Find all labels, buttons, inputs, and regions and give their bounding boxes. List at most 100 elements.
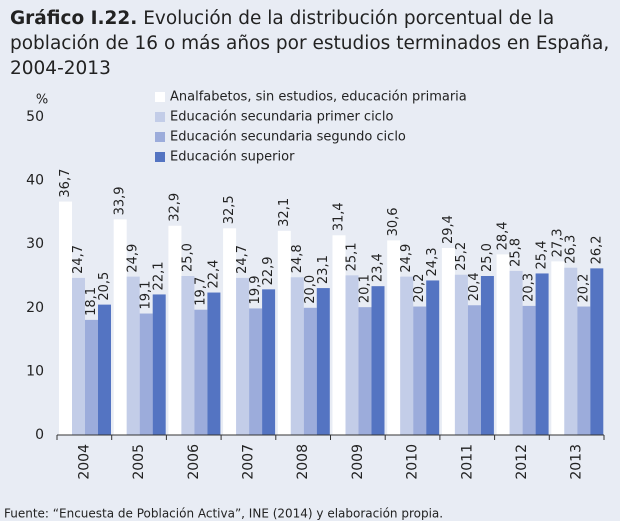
title-label: Gráfico I.22. <box>10 8 138 29</box>
bar <box>249 308 263 435</box>
x-tick-label: 2009 <box>350 444 366 480</box>
x-tick-label: 2005 <box>131 444 147 480</box>
value-label: 19,7 <box>193 277 208 306</box>
bar <box>316 288 330 435</box>
value-label: 25,8 <box>509 238 524 267</box>
value-label: 26,3 <box>563 235 578 264</box>
value-label: 25,2 <box>454 242 469 271</box>
bar <box>152 294 166 435</box>
value-label: 33,9 <box>113 186 128 215</box>
value-label: 24,7 <box>71 245 86 274</box>
bar <box>551 261 565 435</box>
bar <box>303 307 317 435</box>
bar <box>426 280 440 435</box>
value-label: 24,3 <box>425 247 440 276</box>
x-tick-label: 2011 <box>459 444 475 480</box>
bar <box>577 306 591 435</box>
title-text: Evolución de la distribución porcentual … <box>10 8 610 79</box>
value-label: 20,5 <box>97 272 112 301</box>
y-tick-label: 50 <box>26 109 44 125</box>
bar <box>535 273 549 435</box>
value-label: 25,4 <box>535 241 550 270</box>
bar <box>236 277 250 435</box>
bar <box>290 277 304 435</box>
value-label: 20,1 <box>358 274 373 303</box>
legend-label: Educación secundaria primer ciclo <box>170 110 393 125</box>
value-label: 32,1 <box>277 198 292 227</box>
bar <box>277 230 291 435</box>
y-tick-label: 40 <box>26 173 44 189</box>
value-label: 24,7 <box>235 245 250 274</box>
bar <box>509 270 523 435</box>
bar <box>371 286 385 435</box>
bar <box>223 228 237 435</box>
y-tick-label: 30 <box>26 236 44 252</box>
bar <box>400 276 414 435</box>
bar <box>345 275 359 435</box>
bar <box>387 240 401 435</box>
bar <box>441 248 455 435</box>
value-label: 22,9 <box>261 256 276 285</box>
bar <box>262 289 276 435</box>
value-label: 20,3 <box>522 273 537 302</box>
bar <box>85 319 98 435</box>
value-label: 25,0 <box>480 243 495 272</box>
value-label: 32,9 <box>167 193 182 222</box>
source: Fuente: “Encuesta de Población Activa”, … <box>4 507 443 521</box>
y-tick-label: 10 <box>26 363 44 379</box>
legend-swatch <box>155 152 165 162</box>
bar <box>194 309 208 435</box>
value-label: 23,1 <box>316 255 331 284</box>
bar <box>139 313 153 435</box>
value-label: 25,0 <box>180 243 195 272</box>
value-label: 28,4 <box>496 221 511 250</box>
bar <box>590 268 604 435</box>
chart-title: Gráfico I.22. Evolución de la distribuci… <box>10 6 610 81</box>
x-tick-label: 2007 <box>240 444 256 480</box>
bar <box>113 219 127 435</box>
y-tick-label: 20 <box>26 300 44 316</box>
bar <box>413 306 427 435</box>
value-label: 30,6 <box>386 207 401 236</box>
bar <box>564 267 578 435</box>
legend-swatch <box>155 92 165 102</box>
value-label: 20,2 <box>412 274 427 303</box>
value-label: 24,9 <box>399 244 414 273</box>
x-tick-label: 2010 <box>405 444 421 480</box>
legend-label: Educación secundaria segundo ciclo <box>170 130 406 145</box>
bar <box>454 274 468 435</box>
value-label: 24,9 <box>126 244 141 273</box>
x-tick-label: 2006 <box>186 444 202 480</box>
legend-label: Educación superior <box>170 150 295 165</box>
bar <box>332 235 346 435</box>
value-label: 32,5 <box>222 195 237 224</box>
x-tick-label: 2012 <box>514 444 530 480</box>
value-label: 19,9 <box>248 275 263 304</box>
bar <box>72 277 85 435</box>
value-label: 29,4 <box>441 215 456 244</box>
value-label: 22,1 <box>152 261 167 290</box>
legend-label: Analfabetos, sin estudios, educación pri… <box>170 90 467 105</box>
bar <box>467 305 481 435</box>
bar <box>168 225 182 435</box>
value-label: 27,3 <box>550 228 565 257</box>
bar <box>59 201 72 435</box>
value-label: 31,4 <box>332 202 347 231</box>
bar <box>207 292 221 435</box>
x-tick-label: 2013 <box>569 444 585 480</box>
bar <box>480 276 494 435</box>
bar <box>358 307 372 435</box>
bar <box>181 276 195 435</box>
value-label: 26,2 <box>589 235 604 264</box>
value-label: 19,1 <box>139 281 154 310</box>
legend-swatch <box>155 132 165 142</box>
legend-swatch <box>155 112 165 122</box>
x-tick-label: 2004 <box>76 444 92 480</box>
value-label: 20,2 <box>576 274 591 303</box>
value-label: 18,1 <box>84 287 99 316</box>
value-label: 20,0 <box>303 275 318 304</box>
value-label: 22,4 <box>206 260 221 289</box>
value-label: 23,4 <box>371 253 386 282</box>
